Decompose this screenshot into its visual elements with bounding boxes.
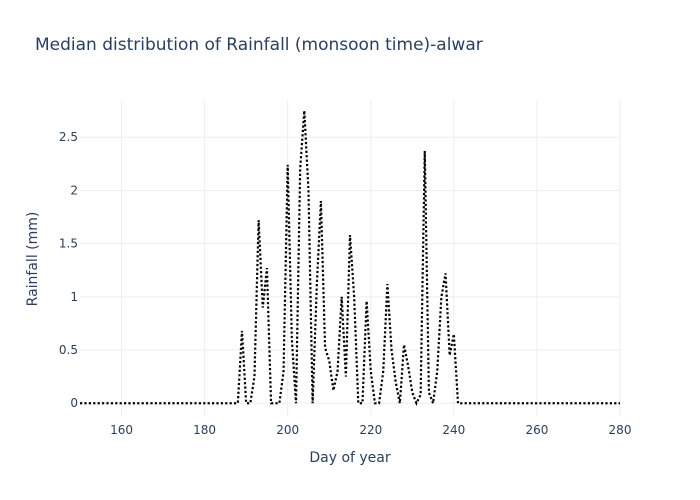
x-axis-title: Day of year (309, 450, 391, 466)
x-tick-label: 280 (609, 423, 632, 437)
chart-title: Median distribution of Rainfall (monsoon… (35, 35, 483, 55)
grid-lines (80, 100, 621, 416)
x-tick-label: 260 (525, 423, 548, 437)
x-tick-label: 180 (193, 423, 216, 437)
y-axis-title: Rainfall (mm) (25, 212, 41, 307)
y-tick-label: 1 (70, 290, 78, 304)
y-tick-label: 2.5 (59, 130, 78, 144)
plot-area[interactable] (80, 110, 620, 406)
x-tick-label: 220 (359, 423, 382, 437)
y-tick-label: 0.5 (59, 343, 78, 357)
x-tick-label: 160 (110, 423, 133, 437)
rainfall-series-line[interactable] (80, 110, 620, 406)
x-tick-label: 240 (442, 423, 465, 437)
y-tick-label: 2 (70, 183, 78, 197)
x-tick-label: 200 (276, 423, 299, 437)
tick-labels: 160 180 200 220 240 260 280 0 0.5 1 1.5 2 2.5 (59, 130, 632, 437)
y-tick-label: 0 (70, 396, 78, 410)
y-tick-label: 1.5 (59, 237, 78, 251)
